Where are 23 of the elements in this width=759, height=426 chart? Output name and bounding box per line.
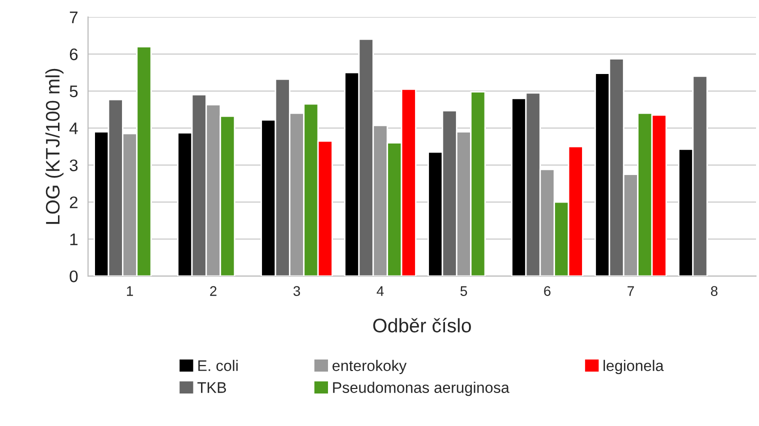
x-tick-label: 5 xyxy=(460,286,468,296)
x-axis-title: Odběr číslo xyxy=(373,318,471,332)
x-tick-label: 8 xyxy=(710,286,718,296)
x-tick-label: 4 xyxy=(376,286,384,296)
y-tick-label: 7 xyxy=(70,12,78,24)
y-tick-label: 5 xyxy=(70,86,78,98)
x-tick-label: 7 xyxy=(628,286,634,296)
y-axis-title: LOG (KTJ/100 ml) xyxy=(45,68,64,224)
x-tick-label: 6 xyxy=(544,286,550,296)
y-tick-label: 3 xyxy=(70,159,78,172)
x-tick-label: 2 xyxy=(210,286,216,296)
legend-label: enterokoky xyxy=(332,360,407,374)
y-tick-label: 2 xyxy=(70,196,78,208)
y-tick-label: 1 xyxy=(70,234,78,246)
y-tick-label: 0 xyxy=(70,270,78,282)
x-tick-label: 1 xyxy=(126,286,133,296)
y-tick-label: 4 xyxy=(69,122,78,134)
legend-label: legionela xyxy=(604,360,664,374)
legend-label: Pseudomonas aeruginosa xyxy=(333,382,510,396)
legend-label: TKB xyxy=(197,382,226,393)
y-tick-label: 6 xyxy=(70,48,78,60)
x-tick-label: 3 xyxy=(293,286,300,296)
legend-label: E. coli xyxy=(198,360,238,372)
